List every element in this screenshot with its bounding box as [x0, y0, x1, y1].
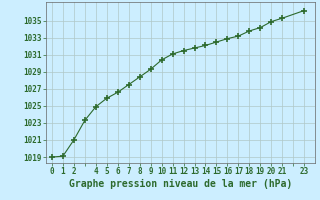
X-axis label: Graphe pression niveau de la mer (hPa): Graphe pression niveau de la mer (hPa) — [69, 179, 292, 189]
